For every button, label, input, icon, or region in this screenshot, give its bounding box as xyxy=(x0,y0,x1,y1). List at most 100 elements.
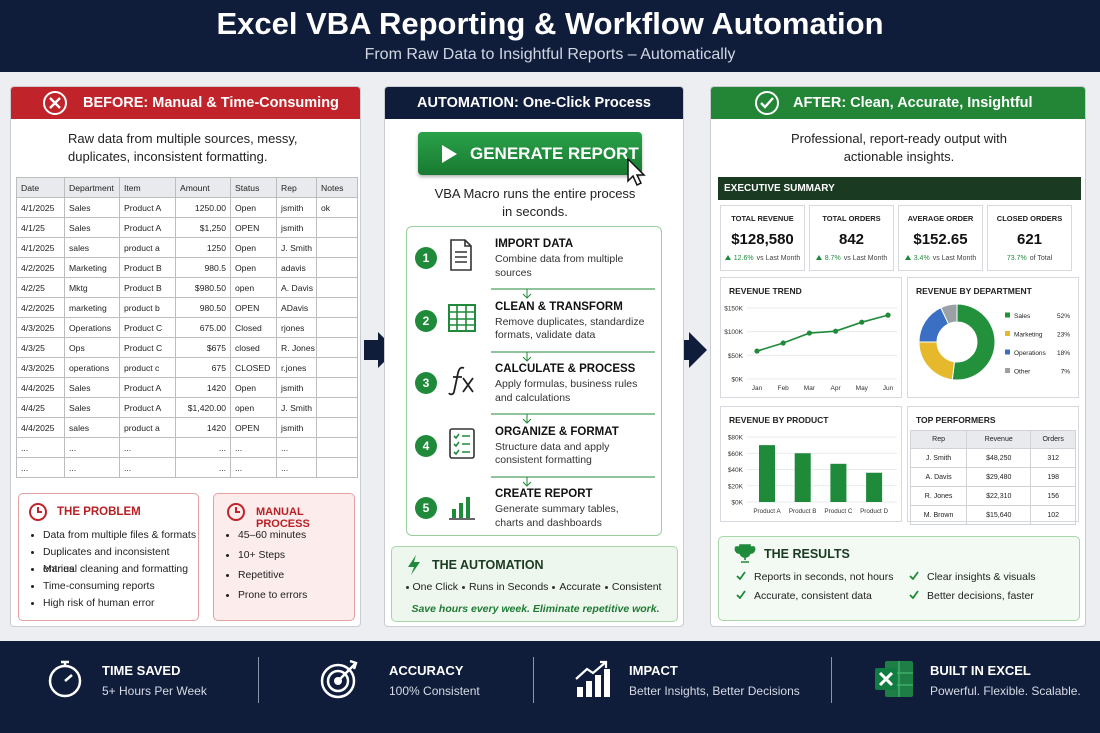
icon xyxy=(452,497,470,518)
trend-card: REVENUE TREND $0K $50K $100K $150K Jan Feb Mar A… xyxy=(720,277,902,398)
chart: $0K $50K $100K $150K Jan Feb Mar Apr May Jun xyxy=(724,306,897,392)
table-cell: Product A xyxy=(119,397,176,418)
column-header: Date xyxy=(16,177,65,198)
table-cell: Sales xyxy=(64,217,120,238)
bar xyxy=(830,463,847,502)
table-row: .................. xyxy=(16,437,358,458)
table-cell: rjones xyxy=(276,317,317,338)
table-cell: 4/2/2025 xyxy=(16,297,65,318)
dot xyxy=(462,585,466,589)
automation-panel: AUTOMATION: One-Click Process GENERATE R… xyxy=(384,86,684,627)
step-text: Combine data from multiple sources xyxy=(495,253,624,279)
column-header: Orders xyxy=(1030,430,1076,449)
connector xyxy=(491,288,655,299)
separator xyxy=(533,657,534,703)
generate-button[interactable]: GENERATE REPORT xyxy=(418,132,642,175)
bullet-list: Data from multiple files & formatsDuplic… xyxy=(29,527,198,612)
result-text: Clear insights & visuals xyxy=(927,571,1036,583)
table-row: 4/2/2025 marketing product b 980.50 OPEN ADav… xyxy=(16,297,358,318)
impact-icon xyxy=(575,660,610,697)
flow-arrow xyxy=(364,332,396,368)
table-cell: ... xyxy=(230,457,277,478)
kpi-card: TOTAL REVENUE $128,580 12.6% vs Last Month xyxy=(720,205,805,271)
table-cell: jsmith xyxy=(276,417,317,438)
value-label: 7% xyxy=(1061,369,1071,376)
table-row: M. Brown $15,640 102 xyxy=(909,505,1076,525)
table-cell xyxy=(316,217,358,238)
automation-box-title: THE AUTOMATION xyxy=(432,558,544,572)
kpi-change-value: 3.4% xyxy=(913,255,930,262)
footer-title: IMPACT xyxy=(629,663,678,678)
donut-slice xyxy=(951,303,996,381)
column-header: Item xyxy=(119,177,176,198)
raw-table: Date Department Item Amount Status Rep Notes 4/… xyxy=(16,177,358,478)
automation-item: One Click xyxy=(412,581,459,593)
subtitle: From Raw Data to Insightful Reports – Au… xyxy=(364,46,736,63)
kpi-card: CLOSED ORDERS 621 73.7% of Total xyxy=(987,205,1072,271)
trend-point xyxy=(754,348,760,354)
table-row: J. Smith $48,250 312 xyxy=(909,448,1076,468)
table-cell: 4/3/2025 xyxy=(16,357,65,378)
list-item: Manual cleaning and formatting xyxy=(43,561,198,578)
value-label: 18% xyxy=(1057,350,1070,357)
table-cell: 675 xyxy=(175,357,231,378)
table-cell: $1,250 xyxy=(175,217,231,238)
table-cell: Sales xyxy=(64,197,120,218)
table-cell xyxy=(316,237,358,258)
step-number: 3 xyxy=(415,372,437,394)
check xyxy=(736,590,746,600)
result-item: Accurate, consistent data xyxy=(736,590,872,602)
card-title: REVENUE BY DEPARTMENT xyxy=(916,286,1032,296)
tagline: Save hours every week. Eliminate repetit… xyxy=(411,603,660,615)
table-cell: 4/1/2025 xyxy=(16,197,65,218)
manual-title: MANUAL PROCESS xyxy=(256,506,310,530)
trend-point xyxy=(806,330,812,336)
list-item: High risk of human error xyxy=(43,595,198,612)
table-cell: J. Smith xyxy=(276,397,317,418)
icon xyxy=(448,303,476,332)
x-tick-label: Apr xyxy=(831,385,842,392)
table-cell: 675.00 xyxy=(175,317,231,338)
check xyxy=(909,590,919,600)
trend-point xyxy=(833,328,839,334)
table-cell: 4/4/25 xyxy=(16,397,65,418)
kpi-change-value: 8.7% xyxy=(824,255,841,262)
x-tick-label: May xyxy=(856,385,869,392)
header-row: Rep Revenue Orders xyxy=(909,430,1076,449)
summary-title: EXECUTIVE SUMMARY xyxy=(718,177,1081,200)
table-cell: Product B xyxy=(119,277,176,298)
kpi-change: 3.4% vs Last Month xyxy=(899,255,982,262)
footer-title: TIME SAVED xyxy=(102,663,181,678)
after-title: AFTER: Clean, Accurate, Insightful xyxy=(711,87,1085,119)
table-row: 4/1/2025 Sales Product A 1250.00 Open jsmith o… xyxy=(16,197,358,218)
step-connector xyxy=(491,288,655,299)
table-row: .................. xyxy=(16,457,358,478)
step-icon xyxy=(449,497,475,520)
table-cell: sales xyxy=(64,237,120,258)
header: Excel VBA Reporting & Workflow Automatio… xyxy=(0,0,1100,72)
table-cell: open xyxy=(230,277,277,298)
column-header: Department xyxy=(64,177,120,198)
value-label: 23% xyxy=(1057,332,1070,339)
y-tick-label: $150K xyxy=(724,306,743,313)
step: 2 CLEAN & TRANSFORM Remove duplicates, sta… xyxy=(407,296,661,362)
dot xyxy=(405,585,409,589)
table-cell: R. Jones xyxy=(276,337,317,358)
check xyxy=(736,571,746,581)
table-cell xyxy=(316,457,358,478)
y-tick-label: $40K xyxy=(728,467,744,474)
problem-title: THE PROBLEM xyxy=(57,506,141,518)
list-item: Prone to errors xyxy=(238,586,307,606)
separator xyxy=(831,657,832,703)
problem-box: THE PROBLEM Data from multiple files & f… xyxy=(18,493,199,621)
before-panel: BEFORE: Manual & Time-Consuming Raw data… xyxy=(10,86,361,627)
y-tick-label: $0K xyxy=(731,500,743,507)
column-header: Status xyxy=(230,177,277,198)
steps-box: 1 IMPORT DATA Combine data from multiple s… xyxy=(406,226,662,536)
footer-title: BUILT IN EXCEL xyxy=(930,663,1031,678)
table-cell: ... xyxy=(119,437,176,458)
table-cell: 4/3/25 xyxy=(16,337,65,358)
clock-icon xyxy=(227,503,245,521)
cursor-icon xyxy=(627,157,646,187)
table-cell: Product A xyxy=(119,377,176,398)
